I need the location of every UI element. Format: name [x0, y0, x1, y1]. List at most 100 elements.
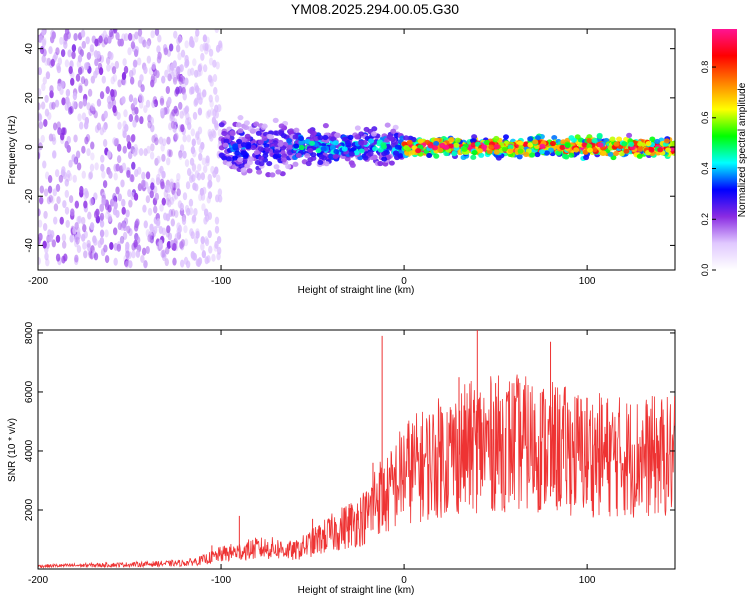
spectrogram-cell: [207, 180, 212, 189]
spectrogram-cell: [272, 154, 279, 160]
spectrogram-cell: [397, 153, 404, 159]
spectrogram-cell: [68, 195, 74, 204]
spectrogram-cell: [164, 69, 169, 78]
spectrogram-cell: [86, 243, 92, 252]
spectrogram-cell: [117, 222, 123, 231]
spectrogram-cell: [124, 260, 130, 269]
spectrogram-cell: [212, 130, 217, 139]
spectrogram-cell: [65, 219, 70, 228]
y-tick-label: -40: [24, 238, 35, 253]
spectrogram-cell: [201, 203, 206, 212]
spectrogram-cell: [156, 55, 162, 64]
spectrogram-cell: [132, 148, 138, 157]
spectrogram-cell: [214, 94, 220, 103]
spectrogram-cell: [46, 57, 51, 66]
spectrogram-cell: [80, 76, 86, 85]
spectrogram-cell: [613, 150, 620, 157]
spectrogram-cell: [85, 61, 90, 70]
spectrogram-cell: [149, 223, 154, 232]
spectrogram-cell: [586, 143, 593, 149]
spectrogram-y-axis-label: Frequency (Hz): [7, 116, 18, 185]
spectrogram-cell: [178, 151, 183, 160]
spectrogram-cell: [74, 221, 79, 230]
spectrogram-cell: [73, 134, 78, 143]
spectrogram-cell: [64, 178, 69, 187]
snr-x-axis-label: Height of straight line (km): [298, 585, 415, 596]
spectrogram-cell: [119, 38, 124, 47]
spectrogram-cell: [77, 54, 83, 63]
spectrogram-cell: [76, 162, 82, 171]
spectrogram-cell: [258, 155, 265, 161]
spectrogram-cell: [188, 198, 194, 207]
spectrogram-cell: [110, 88, 115, 97]
spectrogram-cell: [99, 91, 105, 100]
spectrogram-cell: [97, 62, 103, 71]
spectrogram-cell: [217, 188, 223, 197]
spectrogram-cell: [56, 83, 62, 92]
spectrogram-cell: [79, 65, 85, 74]
spectrogram-cell: [188, 207, 194, 216]
spectrogram-cell: [160, 107, 165, 116]
spectrogram-cell: [90, 141, 95, 150]
spectrogram-cell: [126, 225, 131, 234]
spectrogram-cell: [310, 152, 317, 158]
spectrogram-cell: [213, 120, 219, 129]
spectrogram-cell: [330, 136, 337, 142]
spectrogram-cell: [51, 133, 56, 142]
spectrogram-cell: [81, 170, 86, 179]
x-tick-label: 0: [401, 575, 407, 586]
spectrogram-cell: [261, 123, 268, 129]
spectrogram-cell: [82, 241, 87, 250]
spectrogram-cell: [45, 258, 50, 267]
spectrogram-cell: [322, 123, 329, 129]
spectrogram-cell: [559, 144, 566, 151]
spectrogram-cell: [178, 76, 183, 85]
spectrogram-cell: [203, 165, 208, 174]
spectrogram-cell: [237, 157, 244, 163]
spectrogram-cell: [555, 150, 562, 156]
spectrogram-cell: [102, 180, 108, 189]
spectrogram-cell: [535, 135, 542, 141]
spectrogram-cell: [527, 136, 534, 142]
spectrogram-cell: [166, 225, 171, 234]
spectrogram-cell: [235, 122, 242, 128]
spectrogram-cell: [111, 98, 117, 107]
spectrogram-cell: [191, 162, 197, 171]
spectrogram-cell: [211, 253, 216, 262]
spectrogram-cell: [75, 150, 81, 159]
spectrogram-cell: [86, 51, 92, 60]
spectrogram-cell: [156, 45, 161, 54]
spectrogram-cell: [186, 168, 192, 177]
spectrogram-cell: [164, 184, 169, 193]
spectrogram-cell: [127, 32, 133, 41]
spectrogram-cell: [377, 160, 384, 167]
spectrogram-cell: [43, 118, 48, 127]
spectrogram-cell: [596, 132, 603, 139]
spectrogram-cell: [362, 155, 369, 161]
spectrogram-cell: [280, 157, 287, 163]
spectrogram-cell: [63, 253, 68, 262]
spectrogram-cell: [166, 136, 171, 145]
spectrogram-cell: [600, 150, 607, 156]
spectrogram-cell: [273, 164, 280, 170]
spectrogram-cell: [81, 112, 87, 121]
spectrogram-cell: [68, 66, 73, 75]
spectrogram-cell: [470, 138, 477, 144]
x-tick-label: 0: [401, 276, 407, 287]
spectrogram-cell: [38, 121, 44, 130]
spectrogram-cell: [112, 192, 117, 201]
spectrogram-cell: [329, 144, 336, 151]
spectrogram-cell: [126, 134, 131, 143]
spectrogram-cell: [532, 139, 539, 145]
spectrogram-cell: [83, 187, 89, 196]
spectrogram-cell: [332, 153, 339, 159]
spectrogram-cell: [182, 92, 187, 101]
spectrogram-cell: [298, 135, 305, 142]
spectrogram-cell: [145, 99, 151, 108]
spectrogram-cell: [89, 163, 95, 172]
spectrogram-cell: [278, 123, 285, 129]
spectrogram-cell: [156, 241, 161, 250]
spectrogram-cell: [77, 46, 83, 55]
spectrogram-cell: [163, 47, 169, 56]
spectrogram-cell: [216, 252, 221, 261]
